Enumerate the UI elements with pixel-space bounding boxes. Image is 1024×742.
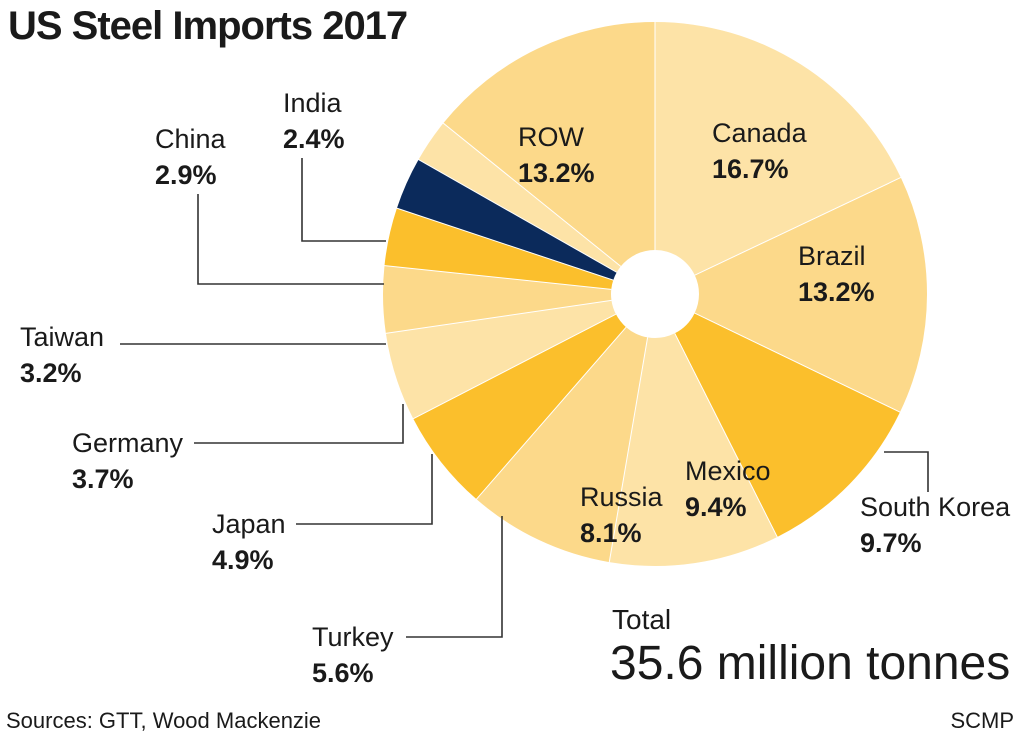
value-brazil: 13.2% xyxy=(798,277,875,307)
leader-line-turkey xyxy=(406,516,503,638)
slice-canada xyxy=(655,22,901,276)
slice-separator xyxy=(412,313,617,420)
value-mexico: 9.4% xyxy=(685,492,747,522)
leader-line-china xyxy=(197,194,384,285)
value-south-korea: 9.7% xyxy=(860,528,922,558)
slice-separator xyxy=(395,207,614,281)
label-canada: Canada xyxy=(712,118,808,148)
slice-turkey xyxy=(413,314,627,500)
leader-line-japan xyxy=(296,454,433,525)
label-india: India xyxy=(283,88,343,118)
label-japan: Japan xyxy=(212,509,286,539)
value-germany: 3.7% xyxy=(72,464,134,494)
label-russia: Russia xyxy=(580,482,664,512)
credit: SCMP xyxy=(950,708,1014,733)
value-turkey: 5.6% xyxy=(312,658,374,688)
label-germany: Germany xyxy=(72,428,184,458)
value-row: 13.2% xyxy=(518,158,595,188)
slice-india xyxy=(418,123,621,273)
slice-japan xyxy=(385,300,616,419)
label-mexico: Mexico xyxy=(685,456,771,486)
source-note: Sources: GTT, Wood Mackenzie xyxy=(6,708,322,733)
value-russia: 8.1% xyxy=(580,518,642,548)
slice-separator xyxy=(475,326,627,501)
chart-title: US Steel Imports 2017 xyxy=(8,4,408,48)
label-china: China xyxy=(155,124,227,154)
slice-mexico xyxy=(609,333,778,566)
value-japan: 4.9% xyxy=(212,545,274,575)
label-brazil: Brazil xyxy=(798,241,866,271)
value-canada: 16.7% xyxy=(712,154,789,184)
slice-china xyxy=(396,159,617,281)
slice-separator xyxy=(694,176,902,276)
slice-russia xyxy=(476,327,648,563)
total-value: 35.6 million tonnes xyxy=(610,637,1011,690)
slice-separator xyxy=(694,312,902,414)
slice-germany xyxy=(382,265,612,334)
value-taiwan: 3.2% xyxy=(20,358,82,388)
slice-separator xyxy=(417,158,617,273)
value-india: 2.4% xyxy=(283,124,345,154)
slice-row xyxy=(443,22,655,267)
slice-separator xyxy=(674,333,779,539)
label-taiwan: Taiwan xyxy=(20,322,104,352)
leader-line-germany xyxy=(194,404,404,444)
label-row: ROW xyxy=(518,122,585,152)
label-south-korea: South Korea xyxy=(860,492,1011,522)
leader-line-south-korea xyxy=(884,451,929,492)
slice-separator xyxy=(383,264,612,290)
slice-brazil xyxy=(694,177,927,413)
slice-separator xyxy=(608,337,649,564)
value-china: 2.9% xyxy=(155,160,217,190)
leader-line-india xyxy=(301,158,386,242)
slice-separator xyxy=(442,122,622,267)
slice-separator xyxy=(384,299,612,335)
label-turkey: Turkey xyxy=(312,622,394,652)
slice-south-korea xyxy=(674,313,901,537)
total-label: Total xyxy=(612,604,672,635)
slice-taiwan xyxy=(384,208,614,290)
